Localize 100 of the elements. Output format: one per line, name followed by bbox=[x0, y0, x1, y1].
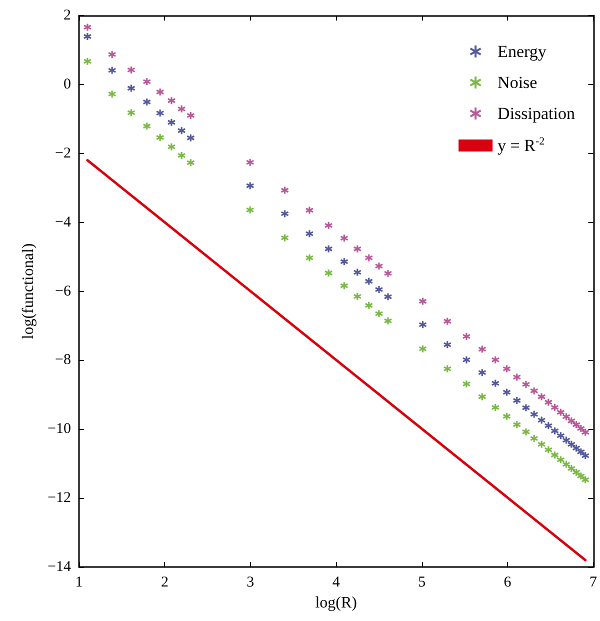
x-tick-label: 6 bbox=[504, 574, 512, 590]
point bbox=[167, 118, 176, 127]
legend-label: Energy bbox=[498, 42, 547, 61]
point bbox=[177, 151, 186, 160]
x-tick-label: 4 bbox=[332, 574, 340, 590]
point bbox=[522, 380, 530, 389]
point bbox=[418, 320, 428, 329]
point bbox=[108, 50, 116, 59]
y-tick-label: −2 bbox=[55, 145, 71, 162]
point bbox=[478, 392, 486, 402]
point bbox=[491, 378, 500, 388]
point bbox=[324, 244, 333, 254]
y-tick-label: 2 bbox=[64, 8, 71, 24]
point bbox=[126, 84, 136, 93]
point bbox=[537, 440, 546, 449]
point bbox=[462, 380, 471, 388]
y-tick-label: −6 bbox=[55, 283, 72, 300]
point bbox=[537, 416, 546, 424]
point bbox=[340, 257, 348, 266]
y-tick-label: −4 bbox=[55, 214, 72, 230]
point bbox=[364, 276, 374, 286]
point bbox=[142, 98, 152, 106]
point bbox=[186, 111, 195, 120]
x-tick-label: 2 bbox=[160, 574, 168, 590]
point bbox=[374, 285, 384, 294]
point bbox=[530, 434, 538, 443]
point bbox=[544, 421, 553, 430]
point bbox=[374, 262, 384, 270]
point bbox=[544, 398, 553, 407]
point bbox=[340, 281, 348, 290]
point bbox=[530, 386, 538, 396]
point bbox=[443, 364, 452, 374]
x-axis-title: log(R) bbox=[315, 594, 358, 612]
legend-label: Dissipation bbox=[498, 104, 576, 123]
point bbox=[491, 403, 500, 412]
point bbox=[353, 268, 362, 277]
point bbox=[443, 316, 452, 326]
x-tick-label: 5 bbox=[418, 574, 426, 590]
legend-label: Noise bbox=[498, 73, 538, 92]
x-tick-label: 7 bbox=[590, 574, 598, 590]
point bbox=[512, 396, 522, 405]
point bbox=[537, 392, 546, 402]
point bbox=[177, 126, 186, 135]
point bbox=[478, 368, 486, 377]
point bbox=[83, 22, 92, 32]
point bbox=[305, 229, 314, 238]
y-axis-title: log(functional) bbox=[20, 243, 38, 340]
point bbox=[126, 66, 136, 74]
point bbox=[156, 133, 164, 142]
point bbox=[280, 209, 290, 218]
point bbox=[364, 254, 374, 262]
point bbox=[108, 90, 116, 98]
point bbox=[83, 32, 92, 41]
point bbox=[142, 77, 152, 86]
y-tick-label: −14 bbox=[48, 559, 72, 575]
point bbox=[186, 134, 195, 142]
point bbox=[418, 296, 428, 306]
point bbox=[544, 446, 553, 454]
point bbox=[108, 66, 116, 75]
point bbox=[418, 344, 428, 354]
point bbox=[550, 426, 560, 436]
point bbox=[324, 268, 333, 278]
point bbox=[491, 356, 500, 364]
point bbox=[246, 158, 254, 167]
point bbox=[502, 364, 512, 374]
point bbox=[512, 372, 522, 382]
x-tick-label: 3 bbox=[246, 574, 254, 590]
y-tick-label: 0 bbox=[64, 76, 71, 92]
point bbox=[167, 96, 176, 105]
point bbox=[478, 344, 486, 354]
y-tick-label: −10 bbox=[48, 421, 71, 438]
point bbox=[443, 340, 452, 349]
point bbox=[83, 57, 92, 66]
point bbox=[374, 309, 384, 318]
point bbox=[246, 181, 254, 190]
point bbox=[550, 450, 560, 460]
point bbox=[280, 186, 290, 195]
point bbox=[384, 316, 392, 326]
point bbox=[502, 412, 512, 421]
point bbox=[522, 403, 530, 412]
point bbox=[502, 388, 512, 397]
point bbox=[462, 332, 471, 341]
y-tick-label: −8 bbox=[55, 352, 71, 368]
point bbox=[353, 244, 362, 254]
point bbox=[167, 142, 176, 152]
point bbox=[384, 269, 392, 278]
point bbox=[550, 403, 560, 412]
point bbox=[324, 221, 333, 230]
point bbox=[512, 420, 522, 429]
point bbox=[305, 254, 314, 262]
x-tick-label: 1 bbox=[75, 574, 83, 590]
point bbox=[384, 292, 392, 302]
point bbox=[522, 428, 530, 436]
y-tick-label: −12 bbox=[48, 490, 71, 506]
point bbox=[364, 301, 374, 310]
point bbox=[186, 158, 195, 167]
point bbox=[156, 108, 164, 118]
point bbox=[126, 108, 136, 117]
point bbox=[340, 234, 348, 242]
point bbox=[353, 292, 362, 301]
